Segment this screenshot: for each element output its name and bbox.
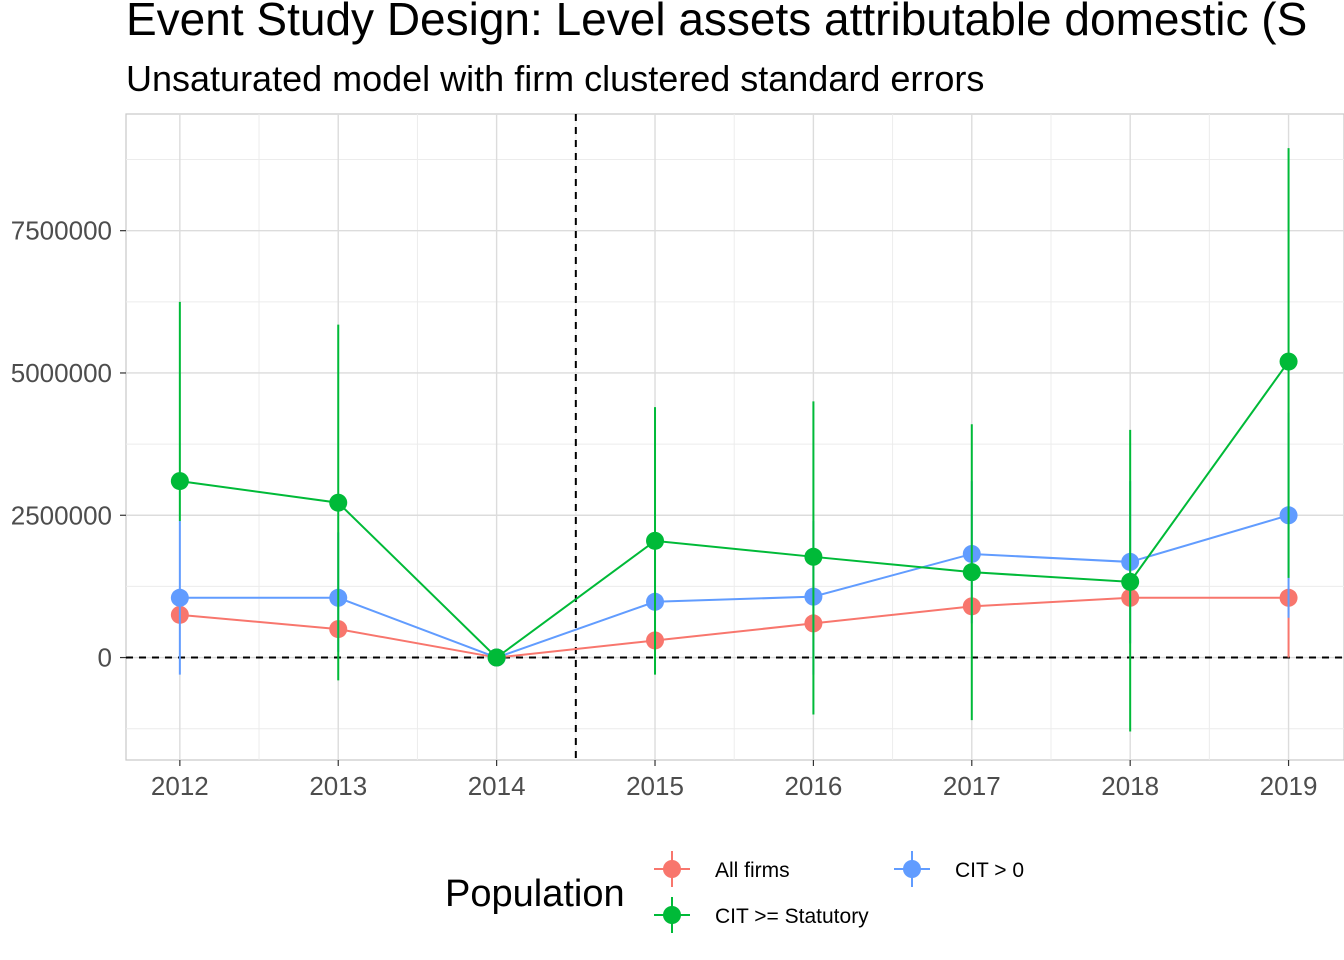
data-point [804,547,823,566]
x-tick-label: 2013 [309,771,367,801]
series-line [179,361,1290,659]
data-point [1279,352,1298,371]
y-tick-label: 5000000 [11,358,112,388]
x-tick-label: 2016 [784,771,842,801]
legend-title: Population [445,873,625,915]
legend-key-point [663,860,681,878]
legend-label: CIT > 0 [955,859,1024,882]
chart-title: Event Study Design: Level assets attribu… [126,0,1308,45]
x-tick-label: 2014 [468,771,526,801]
legend-key-point [903,860,921,878]
reference-lines [126,114,1344,760]
y-tick-label: 7500000 [11,216,112,246]
data-point [170,472,189,491]
y-tick-label: 0 [98,643,112,673]
chart-subtitle: Unsaturated model with firm clustered st… [126,58,985,99]
x-tick-label: 2015 [626,771,684,801]
data-point [487,648,506,667]
legend-item-0: All firms [654,851,790,887]
data-point [1121,572,1140,591]
plot-panel [125,113,1344,761]
y-tick-label: 2500000 [11,500,112,530]
x-tick-label: 2018 [1101,771,1159,801]
legend-label: CIT >= Statutory [715,905,869,928]
data-point [962,563,981,582]
panel-border [125,113,1344,761]
data-point [329,493,348,512]
series-line [179,514,1289,659]
data-point [646,531,665,550]
x-tick-label: 2019 [1260,771,1318,801]
series-line [179,596,1289,659]
legend-item-1: CIT > 0 [894,851,1024,887]
gridlines [126,114,1344,760]
data-point [170,588,189,607]
series-2 [170,148,1298,732]
legend: Population All firms CIT >= Statutory CIT >… [445,851,1024,933]
legend-label: All firms [715,859,790,882]
legend-key-point [663,906,681,924]
x-tick-label: 2017 [943,771,1001,801]
axes: 0 2500000 5000000 7500000 2012 2013 2014 2015 20… [11,216,1318,801]
legend-item-2: CIT >= Statutory [654,897,869,933]
x-tick-label: 2012 [151,771,209,801]
series-layer [170,148,1298,732]
